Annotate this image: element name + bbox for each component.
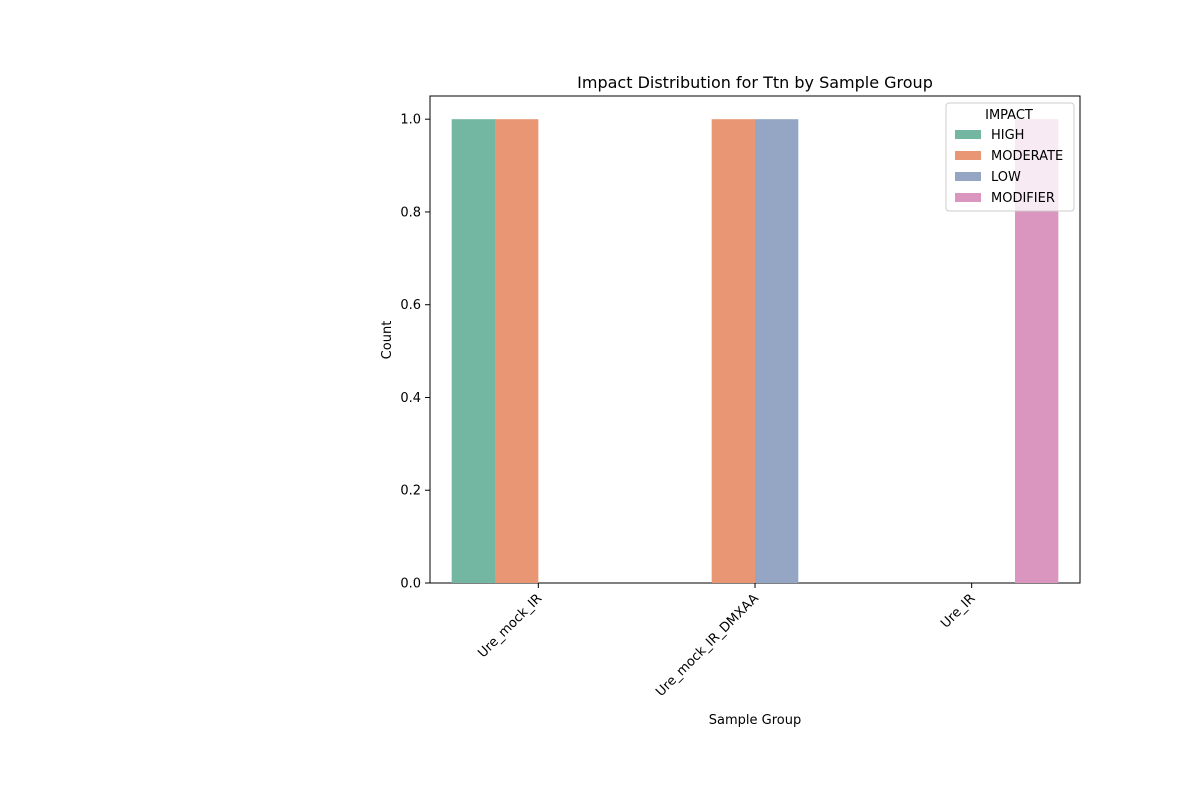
legend-items: HIGH MODERATE LOW MODIFIER — [955, 128, 1063, 206]
legend-label-moderate: MODERATE — [991, 149, 1063, 164]
y-axis: 0.0 0.2 0.4 0.6 0.8 1.0 — [400, 113, 430, 592]
legend-label-low: LOW — [991, 170, 1021, 185]
legend-swatch-modifier — [955, 193, 981, 202]
bar-high-ure-mock-ir — [451, 119, 495, 583]
chart-title: Impact Distribution for Ttn by Sample Gr… — [577, 73, 933, 92]
y-tick-label: 0.6 — [400, 298, 421, 313]
y-tick-label: 0.2 — [400, 484, 421, 499]
legend-label-high: HIGH — [991, 128, 1024, 143]
y-tick-label: 0.8 — [400, 205, 421, 220]
x-axis-label: Sample Group — [709, 713, 801, 728]
legend-swatch-high — [955, 130, 981, 139]
y-tick-label: 1.0 — [400, 113, 421, 128]
y-tick-label: 0.4 — [400, 391, 421, 406]
y-axis-label: Count — [380, 321, 395, 360]
x-tick-label: Ure_IR — [938, 591, 978, 631]
bar-low-ure-mock-ir-dmxaa — [755, 119, 799, 583]
legend-swatch-moderate — [955, 151, 981, 160]
legend-swatch-low — [955, 172, 981, 181]
legend-label-modifier: MODIFIER — [991, 191, 1055, 206]
x-tick-label: Ure_mock_IR_DMXAA — [653, 591, 762, 700]
legend-title: IMPACT — [985, 108, 1033, 123]
x-tick-label: Ure_mock_IR — [475, 591, 545, 661]
legend: IMPACT HIGH MODERATE LOW MODIFIER — [945, 102, 1075, 212]
y-tick-label: 0.0 — [400, 577, 421, 592]
bar-moderate-ure-mock-ir-dmxaa — [711, 119, 755, 583]
x-axis: Ure_mock_IR Ure_mock_IR_DMXAA Ure_IR — [475, 583, 978, 700]
bar-moderate-ure-mock-ir — [495, 119, 539, 583]
